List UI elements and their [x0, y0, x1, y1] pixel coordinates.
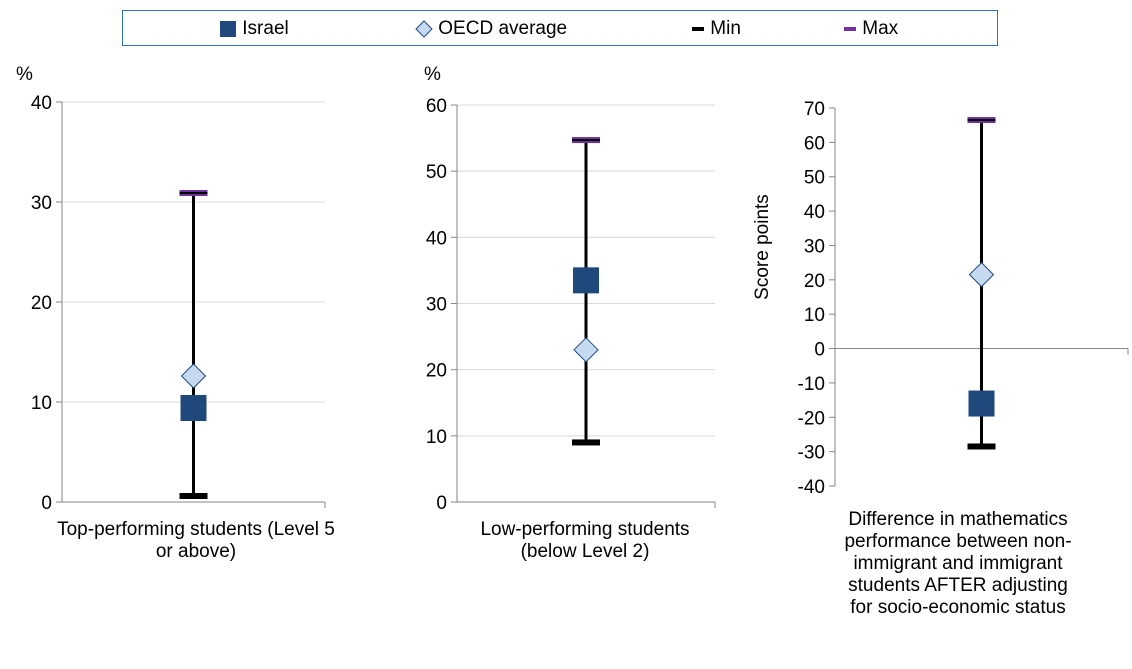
- legend-label-max: Max: [862, 18, 899, 39]
- legend-item-min: Min: [691, 18, 741, 40]
- unit-label: %: [16, 64, 33, 85]
- legend-item-israel: Israel: [219, 18, 289, 40]
- y-tick-label: 10: [804, 305, 825, 326]
- y-tick-label: -30: [798, 443, 825, 464]
- israel-square-icon: [220, 20, 236, 37]
- y-tick-label: 0: [436, 493, 447, 514]
- y-tick-label: 60: [426, 96, 447, 117]
- min-marker: [967, 443, 996, 450]
- y-tick-label: 70: [804, 99, 825, 120]
- y-tick-label: -20: [798, 408, 825, 429]
- max-marker-core: [179, 192, 208, 194]
- y-tick-label: 30: [426, 295, 447, 316]
- category-label-top-performing: Top-performing students (Level 5 or abov…: [57, 519, 335, 562]
- israel-marker: [180, 395, 207, 421]
- min-dash-icon: [692, 26, 704, 31]
- oecd-average-marker: [573, 337, 599, 363]
- max-marker-core: [572, 139, 600, 142]
- y-tick-label: 10: [31, 393, 52, 414]
- category-label-low-performing: Low-performing students (below Level 2): [480, 519, 690, 562]
- y-tick-label: 50: [426, 162, 447, 183]
- unit-label: %: [424, 64, 441, 85]
- y-tick-label: -10: [798, 374, 825, 395]
- legend: Israel OECD average Min Max: [122, 10, 998, 46]
- y-tick-label: -40: [798, 477, 825, 498]
- y-tick-label: 50: [804, 168, 825, 189]
- y-tick-label: 30: [31, 193, 52, 214]
- israel-marker: [573, 267, 599, 294]
- y-tick-label: 40: [426, 228, 447, 249]
- category-label-immigrant-difference: Difference in mathematics performance be…: [844, 509, 1072, 618]
- y-tick-label: 20: [426, 361, 447, 382]
- legend-item-max: Max: [843, 18, 898, 40]
- israel-marker: [968, 390, 995, 417]
- legend-item-oecd: OECD average: [415, 18, 567, 40]
- y-tick-label: 10: [426, 427, 447, 448]
- chart-2: 0 10 20 30 40 50 60%: [424, 64, 716, 514]
- legend-label-min: Min: [710, 18, 741, 39]
- max-dash-icon: [844, 26, 856, 31]
- y-tick-label: 40: [31, 93, 52, 114]
- oecd-average-marker: [180, 363, 207, 389]
- legend-label-israel: Israel: [242, 18, 289, 39]
- min-marker: [572, 439, 600, 446]
- y-tick-label: 20: [804, 271, 825, 292]
- oecd-average-marker: [968, 261, 995, 288]
- y-axis-label: Score points: [752, 194, 773, 300]
- chart-3: -40 -30 -20 -10 0 10 20 30 40 50 60 70 Score points: [752, 99, 1129, 498]
- y-tick-label: 60: [804, 133, 825, 154]
- y-tick-label: 0: [41, 493, 52, 514]
- max-marker-core: [967, 119, 996, 122]
- y-tick-label: 30: [804, 236, 825, 257]
- min-marker: [179, 493, 208, 499]
- y-tick-label: 0: [814, 340, 825, 361]
- legend-label-oecd: OECD average: [438, 18, 568, 39]
- y-tick-label: 20: [31, 293, 52, 314]
- y-tick-label: 40: [804, 202, 825, 223]
- chart-1: 0 10 20 30 40%: [16, 64, 326, 514]
- oecd-diamond-icon: [415, 20, 433, 38]
